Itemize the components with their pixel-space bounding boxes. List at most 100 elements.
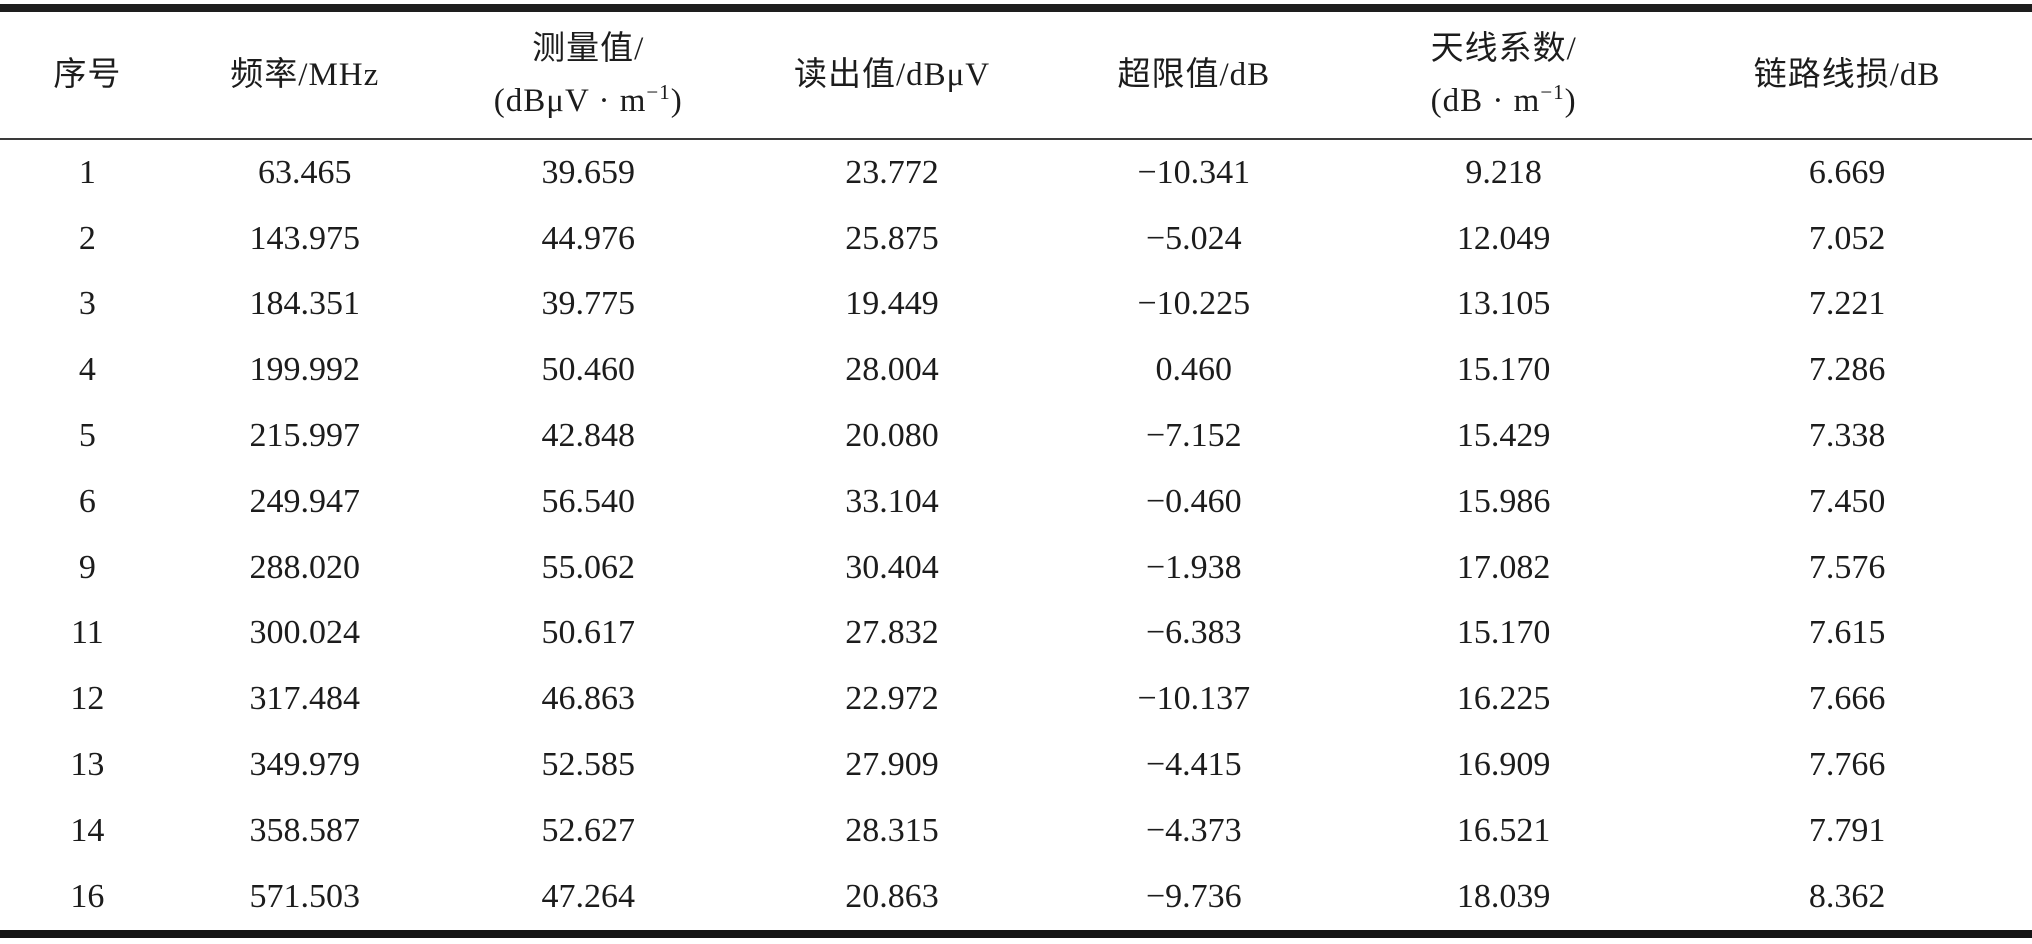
cell-index: 3 (78, 285, 96, 323)
cell-measured: 50.617 (541, 614, 636, 652)
table-row: 11 300.024 50.617 27.832 −6.383 15.170 7.615 (0, 601, 2032, 667)
cell-lineloss: 7.286 (1808, 351, 1886, 389)
column-header-readout-value: 读出值/dBμV (741, 8, 1043, 140)
unit-superscript: −1 (646, 80, 671, 104)
cell-antenna: 15.170 (1456, 614, 1551, 652)
header-label: 超限值/dB (1117, 57, 1271, 93)
table-row: 4 199.992 50.460 28.004 0.460 15.170 7.286 (0, 337, 2032, 403)
cell-antenna: 9.218 (1465, 153, 1542, 191)
cell-index: 6 (78, 482, 96, 520)
table-header: 序号 频率/MHz 测量值/ (dBμV · m−1) 读出值/dBμV 超限值… (0, 8, 2032, 140)
cell-antenna: 16.521 (1456, 811, 1551, 849)
cell-frequency: 215.997 (249, 417, 361, 455)
cell-lineloss: 7.615 (1808, 614, 1886, 652)
cell-index: 5 (78, 417, 96, 455)
table-body: 1 63.465 39.659 23.772 −10.341 9.218 6.669 2 14 3… (0, 139, 2032, 934)
unit-superscript: −1 (1540, 80, 1565, 104)
cell-measured: 39.775 (541, 285, 636, 323)
cell-measured: 52.585 (541, 746, 636, 784)
table-row: 6 249.947 56.540 33.104 −0.460 15.986 7.450 (0, 469, 2032, 535)
cell-antenna: 15.170 (1456, 351, 1551, 389)
column-header-antenna-factor: 天线系数/ (dB · m−1) (1345, 8, 1663, 140)
cell-index: 12 (70, 680, 105, 718)
header-label-line1: 测量值/ (532, 31, 645, 67)
cell-measured: 46.863 (541, 680, 636, 718)
cell-measured: 44.976 (541, 219, 636, 257)
cell-antenna: 12.049 (1456, 219, 1551, 257)
cell-frequency: 63.465 (258, 153, 352, 191)
cell-lineloss: 7.221 (1808, 285, 1886, 323)
cell-antenna: 16.225 (1456, 680, 1551, 718)
cell-readout: 20.080 (845, 417, 939, 455)
cell-overlimit: −5.024 (1145, 219, 1242, 257)
cell-lineloss: 7.450 (1808, 482, 1886, 520)
cell-overlimit: −10.341 (1137, 153, 1251, 191)
cell-overlimit: −4.415 (1145, 746, 1242, 784)
column-header-measured-value: 测量值/ (dBμV · m−1) (434, 8, 742, 140)
cell-measured: 39.659 (541, 153, 636, 191)
cell-measured: 42.848 (541, 417, 636, 455)
table-row: 5 215.997 42.848 20.080 −7.152 15.429 7.338 (0, 403, 2032, 469)
header-label-line1: 天线系数/ (1430, 31, 1577, 67)
cell-frequency: 358.587 (249, 811, 361, 849)
cell-readout: 27.832 (845, 614, 939, 652)
cell-readout: 28.315 (845, 811, 939, 849)
table-row: 12 317.484 46.863 22.972 −10.137 16.225 7.666 (0, 666, 2032, 732)
cell-index: 9 (78, 548, 96, 586)
cell-readout: 27.909 (845, 746, 939, 784)
column-header-link-line-loss: 链路线损/dB (1662, 8, 2032, 140)
cell-measured: 56.540 (541, 482, 636, 520)
header-label: 读出值/dBμV (793, 57, 991, 93)
cell-lineloss: 7.766 (1808, 746, 1886, 784)
cell-index: 13 (70, 746, 105, 784)
cell-readout: 25.875 (845, 219, 939, 257)
cell-frequency: 199.992 (249, 351, 361, 389)
unit-prefix: (dBμV · m (493, 83, 647, 119)
header-row: 序号 频率/MHz 测量值/ (dBμV · m−1) 读出值/dBμV 超限值… (0, 8, 2032, 140)
cell-lineloss: 7.791 (1808, 811, 1886, 849)
column-header-frequency: 频率/MHz (174, 8, 435, 140)
unit-suffix: ) (1564, 83, 1577, 119)
cell-antenna: 16.909 (1456, 746, 1551, 784)
cell-index: 11 (71, 614, 104, 652)
cell-overlimit: 0.460 (1155, 351, 1233, 389)
cell-overlimit: −7.152 (1145, 417, 1242, 455)
column-header-overlimit-value: 超限值/dB (1042, 8, 1346, 140)
unit-suffix: ) (670, 83, 683, 119)
measurement-results-table: 序号 频率/MHz 测量值/ (dBμV · m−1) 读出值/dBμV 超限值… (0, 4, 2032, 938)
cell-antenna: 18.039 (1456, 877, 1551, 915)
cell-lineloss: 8.362 (1808, 877, 1886, 915)
header-label-unit: (dBμV · m−1) (435, 75, 742, 127)
header-label-unit: (dB · m−1) (1345, 75, 1662, 127)
column-header-index: 序号 (0, 8, 175, 140)
cell-lineloss: 7.576 (1808, 548, 1886, 586)
cell-overlimit: −9.736 (1145, 877, 1242, 915)
cell-frequency: 349.979 (249, 746, 361, 784)
table-row: 2 143.975 44.976 25.875 −5.024 12.049 7.052 (0, 206, 2032, 272)
cell-frequency: 249.947 (249, 482, 361, 520)
cell-overlimit: −1.938 (1145, 548, 1242, 586)
table-row: 14 358.587 52.627 28.315 −4.373 16.521 7.791 (0, 798, 2032, 864)
table-row: 9 288.020 55.062 30.404 −1.938 17.082 7.576 (0, 535, 2032, 601)
cell-antenna: 15.986 (1456, 482, 1551, 520)
cell-lineloss: 7.338 (1808, 417, 1886, 455)
cell-lineloss: 7.666 (1808, 680, 1886, 718)
unit-prefix: (dB · m (1430, 83, 1541, 119)
header-label: 序号 (53, 57, 122, 93)
cell-index: 1 (78, 153, 96, 191)
cell-readout: 22.972 (845, 680, 939, 718)
cell-measured: 47.264 (541, 877, 636, 915)
header-label: 频率/MHz (230, 57, 380, 93)
cell-overlimit: −10.225 (1137, 285, 1251, 323)
cell-frequency: 184.351 (249, 285, 361, 323)
cell-readout: 19.449 (845, 285, 939, 323)
cell-readout: 23.772 (845, 153, 939, 191)
cell-index: 4 (78, 351, 96, 389)
cell-readout: 28.004 (845, 351, 939, 389)
cell-lineloss: 6.669 (1808, 153, 1886, 191)
cell-overlimit: −4.373 (1145, 811, 1242, 849)
cell-index: 2 (78, 219, 96, 257)
cell-index: 14 (70, 811, 105, 849)
cell-lineloss: 7.052 (1808, 219, 1886, 257)
